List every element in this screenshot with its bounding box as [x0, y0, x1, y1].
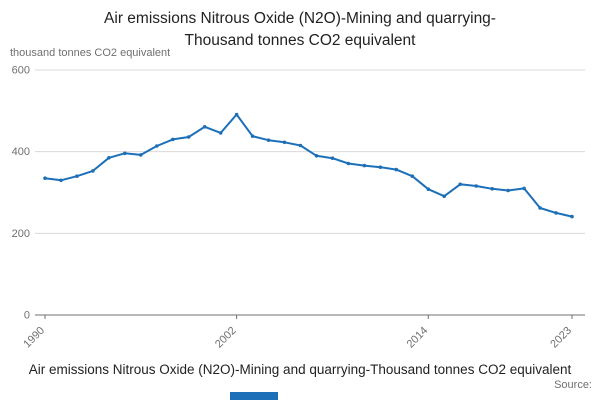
data-point-marker: [506, 188, 510, 193]
chart-title: Air emissions Nitrous Oxide (N2O)-Mining…: [0, 0, 600, 51]
data-point-marker: [43, 176, 47, 180]
data-point-marker: [394, 167, 399, 172]
data-point-marker: [378, 165, 383, 169]
y-axis-unit-label: thousand tonnes CO2 equivalent: [10, 47, 171, 59]
footer-caption: Air emissions Nitrous Oxide (N2O)-Mining…: [28, 362, 572, 377]
line-chart-svg: 0 200 400 600 1990 2002 2014 2023: [12, 65, 585, 351]
data-point-marker: [554, 211, 558, 215]
data-point-marker: [330, 156, 335, 160]
data-point-marker: [107, 156, 111, 160]
data-point-marker: [186, 135, 191, 139]
x-tick-label: 1990: [21, 325, 47, 351]
data-point-marker: [234, 112, 239, 117]
data-point-marker: [458, 182, 463, 187]
data-line: [44, 113, 573, 218]
data-point-marker: [362, 163, 367, 168]
x-tick-label: 2014: [405, 325, 431, 351]
data-point-marker: [59, 178, 63, 183]
data-point-marker: [522, 186, 526, 191]
data-point-marker: [155, 144, 159, 148]
data-point-marker: [250, 134, 255, 138]
data-point-marker: [202, 125, 207, 129]
y-tick-label: 200: [12, 228, 30, 240]
chart-title-line1: Air emissions Nitrous Oxide (N2O)-Mining…: [104, 10, 496, 27]
data-point-marker: [474, 184, 479, 188]
data-point-marker: [538, 206, 542, 210]
data-point-marker: [123, 151, 127, 156]
data-point-marker: [218, 131, 223, 135]
data-point-marker: [75, 174, 79, 178]
logo-fragment: [230, 392, 278, 400]
chart-title-line2: Thousand tonnes CO2 equivalent: [184, 31, 416, 49]
data-point-marker: [266, 138, 271, 142]
data-point-marker: [282, 140, 287, 145]
y-tick-label: 400: [12, 146, 30, 158]
data-point-marker: [410, 174, 415, 178]
x-tick-label: 2002: [213, 325, 239, 351]
data-point-marker: [426, 187, 431, 191]
data-point-marker: [346, 161, 351, 166]
data-point-marker: [570, 214, 574, 219]
data-point-marker: [442, 194, 447, 198]
data-point-marker: [298, 143, 303, 148]
data-point-marker: [490, 187, 495, 191]
data-point-marker: [314, 154, 319, 158]
data-point-marker: [171, 137, 175, 142]
line-chart: 0 200 400 600 1990 2002 2014 2023: [0, 58, 600, 358]
data-point-marker: [139, 153, 143, 157]
data-point-marker: [91, 169, 95, 173]
source-label: Source:: [554, 379, 592, 391]
x-tick-label: 2023: [548, 325, 574, 351]
y-tick-label: 0: [24, 310, 30, 322]
y-tick-label: 600: [12, 65, 30, 77]
